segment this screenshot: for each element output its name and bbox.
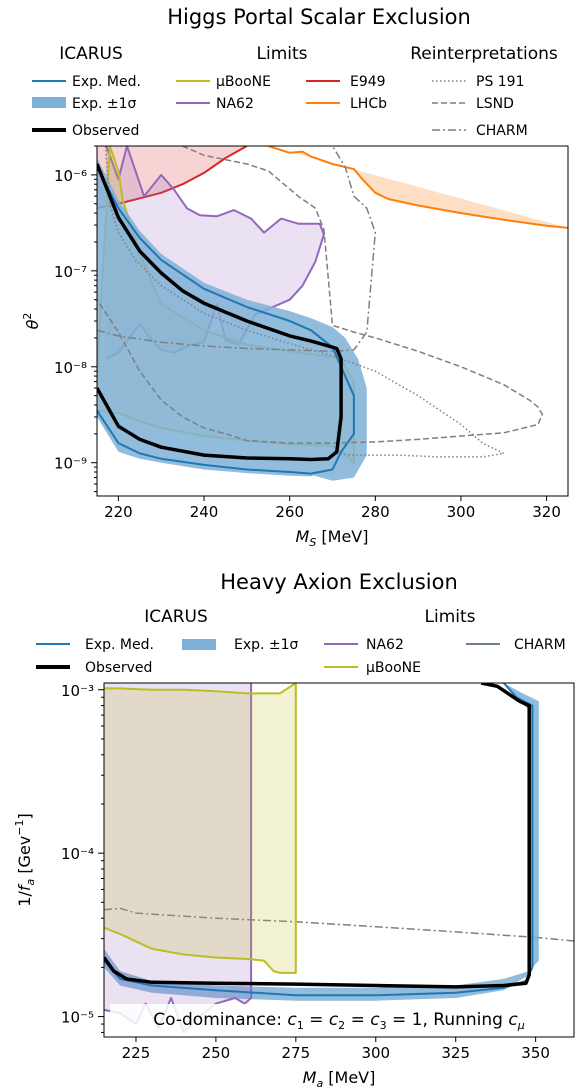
series-line-observed-scalar — [97, 163, 343, 462]
legend-axion: ICARUS Limits Exp. Med. Exp. ±1σ Observe… — [36, 607, 566, 676]
legend-group-icarus-axion: ICARUS — [144, 607, 208, 627]
y-tick-label: 10⁻⁸ — [54, 359, 87, 377]
legend-swatch-exp-band-axion — [182, 639, 216, 650]
series-line-lhcb-scalar — [267, 146, 568, 229]
x-tick-label: 300 — [447, 503, 476, 521]
legend-label-observed: Observed — [72, 123, 139, 139]
y-tick-label: 10⁻⁴ — [61, 845, 94, 863]
x-tick-label: 220 — [104, 503, 133, 521]
legend-label-microboone: μBooNE — [216, 74, 271, 90]
axis-ticks-scalar: 220 240 260 280 300 320 10⁻⁹ 10⁻⁸ 10⁻⁷ 10⁻⁶ — [54, 145, 561, 521]
legend-group-reinterpretations: Reinterpretations — [410, 44, 558, 64]
y-tick-label: 10⁻⁶ — [54, 167, 87, 185]
excluded-region-na62-axion — [104, 683, 252, 1037]
chart-title-axion: Heavy Axion Exclusion — [220, 570, 458, 594]
series-line-charm-scalar — [97, 146, 377, 353]
annotation-box — [110, 1004, 568, 1034]
series-line-boone-axion — [104, 683, 297, 974]
legend-label-lsnd: LSND — [476, 96, 514, 112]
x-tick-label: 325 — [441, 1044, 470, 1062]
x-axis-label-axion: Ma [MeV] — [303, 1068, 376, 1090]
x-tick-label: 250 — [202, 1044, 231, 1062]
excluded-region-e949-scalar — [97, 146, 247, 209]
x-axis-label-scalar: MS [MeV] — [296, 527, 369, 549]
x-tick-label: 300 — [361, 1044, 390, 1062]
legend-label-exp-med: Exp. Med. — [72, 74, 141, 90]
annotation-codominance: Co-dominance: c1 = c2 = c3 = 1, Running … — [153, 1010, 524, 1032]
y-tick-label: 10⁻⁹ — [54, 455, 87, 473]
legend-group-icarus: ICARUS — [59, 44, 123, 64]
plot-area-scalar — [97, 146, 568, 481]
legend-label-charm-axion: CHARM — [514, 637, 566, 653]
x-tick-label: 320 — [532, 503, 561, 521]
excluded-region-boone-axion — [104, 683, 296, 973]
axes-frame-axion — [103, 682, 575, 1038]
legend-label-na62-axion: NA62 — [366, 637, 404, 653]
legend-label-exp-band: Exp. ±1σ — [72, 96, 137, 112]
plot-area-axion — [104, 683, 574, 1037]
y-tick-label: 10⁻⁷ — [54, 263, 87, 281]
legend-label-microboone-axion: μBooNE — [366, 660, 421, 676]
x-tick-label: 225 — [122, 1044, 151, 1062]
y-tick-label: 10⁻⁵ — [61, 1009, 94, 1027]
legend-label-lhcb: LHCb — [350, 96, 387, 112]
series-line-lsnd-scalar — [97, 146, 544, 444]
legend-label-exp-band-axion: Exp. ±1σ — [234, 637, 299, 653]
legend-group-limits: Limits — [257, 44, 308, 64]
legend-label-exp-med-axion: Exp. Med. — [85, 637, 154, 653]
y-tick-label: 10⁻³ — [61, 682, 94, 700]
legend-group-limits-axion: Limits — [425, 607, 476, 627]
y-axis-label-scalar: θ2 — [21, 313, 42, 330]
x-tick-label: 260 — [275, 503, 304, 521]
band-exp-1-scalar — [97, 158, 367, 481]
series-line-exp-med-axion — [104, 683, 534, 997]
x-tick-label: 275 — [282, 1044, 311, 1062]
legend-label-na62: NA62 — [216, 96, 254, 112]
y-axis-label-axion: 1/fa [Gev−1] — [13, 813, 37, 906]
legend-label-charm: CHARM — [476, 123, 528, 139]
x-tick-label: 280 — [361, 503, 390, 521]
legend-label-observed-axion: Observed — [85, 660, 152, 676]
chart-title-scalar: Higgs Portal Scalar Exclusion — [167, 5, 471, 29]
x-tick-label: 240 — [190, 503, 219, 521]
legend-label-e949: E949 — [350, 74, 386, 90]
legend-swatch-exp-band — [32, 97, 66, 108]
x-tick-label: 350 — [521, 1044, 550, 1062]
series-line-exp-med-scalar — [97, 166, 355, 475]
series-line-ps-191-scalar — [104, 146, 505, 458]
legend-label-ps191: PS 191 — [476, 74, 525, 90]
legend-scalar: ICARUS Limits Reinterpretations Exp. Med… — [32, 44, 558, 139]
axis-ticks-axion: 225 250 275 300 325 350 10⁻⁵ 10⁻⁴ 10⁻³ — [61, 682, 550, 1062]
series-line-observed-axion — [104, 683, 531, 989]
